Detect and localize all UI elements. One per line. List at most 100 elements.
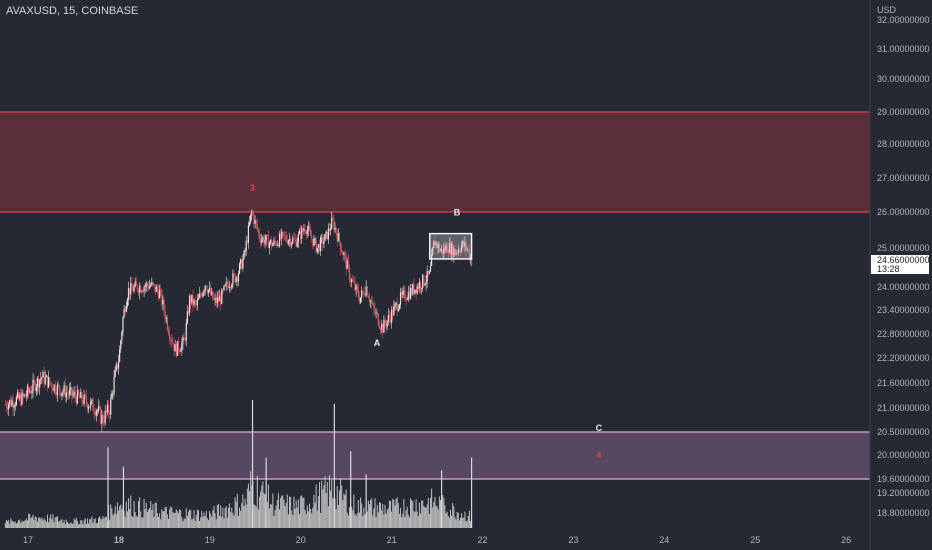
candle-body [271, 239, 273, 247]
candle-body [89, 406, 91, 408]
candle-body [442, 249, 444, 255]
candle-body [280, 233, 282, 240]
candle-body [319, 237, 322, 252]
volume-bar [138, 501, 140, 528]
candle-body [429, 265, 432, 272]
candle-body [10, 400, 12, 406]
candle-body [378, 325, 381, 329]
volume-bar [39, 517, 41, 528]
candle-body [256, 223, 258, 230]
candle-body [184, 339, 186, 341]
candle-body [195, 302, 197, 306]
volume-bar [384, 504, 386, 528]
candle-body [386, 320, 388, 327]
candle-body [23, 394, 25, 397]
candle-body [433, 240, 435, 248]
candle-body [336, 233, 338, 242]
candle-body [265, 235, 267, 241]
y-tick-label: 22.20000000 [877, 353, 930, 363]
candle-body [438, 244, 440, 251]
volume-bar [366, 511, 368, 528]
candle-body [349, 279, 352, 283]
volume-bar [92, 522, 94, 528]
volume-bar [40, 518, 42, 528]
candle-body [387, 315, 389, 321]
volume-bar [145, 502, 147, 528]
candle-body [261, 239, 263, 243]
volume-bar [383, 514, 385, 528]
candle-body [441, 249, 443, 251]
volume-bar [11, 520, 13, 528]
volume-bar [50, 514, 52, 528]
volume-bar [86, 518, 88, 528]
volume-bar [89, 519, 91, 528]
candle-body [337, 233, 339, 242]
candle-body [276, 244, 278, 246]
x-tick-label: 26 [841, 535, 851, 545]
candle-body [371, 300, 373, 304]
candle-body [263, 237, 265, 244]
volume-bar [167, 519, 169, 528]
candle-body [21, 392, 23, 405]
volume-bar [337, 504, 339, 528]
volume-bar [164, 506, 166, 528]
volume-bar [231, 507, 233, 528]
volume-bar [53, 522, 55, 528]
candle-body [172, 342, 174, 345]
volume-bar [263, 493, 265, 528]
candle-body [6, 407, 9, 410]
volume-bar [395, 498, 397, 528]
volume-bar [189, 509, 191, 528]
candle-body [198, 293, 201, 298]
price-scale-panel[interactable] [870, 0, 932, 550]
candle-body [207, 289, 210, 294]
volume-bar [412, 500, 414, 528]
volume-bar [84, 518, 86, 528]
candle-body [124, 308, 126, 312]
volume-bar [404, 516, 406, 528]
candle-body [29, 391, 31, 392]
volume-bar [372, 515, 374, 528]
candle-body [155, 286, 157, 292]
volume-bar [367, 500, 369, 528]
volume-bar [34, 516, 36, 528]
volume-bar [452, 502, 454, 528]
candle-body [435, 242, 437, 246]
candle-body [132, 288, 134, 292]
volume-bar [314, 502, 316, 528]
candle-body [246, 240, 248, 243]
volume-bar [364, 513, 366, 528]
volume-bar [8, 520, 10, 528]
candle-body [188, 296, 191, 314]
volume-bar [81, 520, 83, 528]
candle-body [197, 297, 200, 300]
candle-body [52, 388, 54, 391]
volume-bar [20, 523, 22, 528]
candle-body [404, 290, 406, 300]
volume-bar [206, 518, 208, 528]
candle-body [454, 248, 456, 255]
candle-body [42, 372, 44, 378]
volume-bar [269, 508, 271, 528]
candle-body [61, 393, 63, 396]
candle-body [82, 400, 84, 404]
volume-bar [10, 518, 12, 528]
volume-bar [85, 524, 87, 528]
volume-bar [294, 508, 296, 528]
candle-body [316, 247, 318, 253]
candle-body [414, 289, 416, 294]
volume-bar [405, 510, 407, 528]
y-tick-label: 31.00000000 [877, 44, 930, 54]
candle-body [168, 334, 171, 340]
volume-bar [253, 504, 255, 528]
volume-bar [392, 498, 394, 528]
candle-body [165, 317, 167, 319]
volume-bar [468, 510, 470, 528]
candle-body [147, 286, 150, 289]
candle-body [332, 217, 334, 219]
volume-spike [365, 474, 367, 528]
volume-bar [331, 479, 333, 528]
candle-body [215, 297, 217, 304]
